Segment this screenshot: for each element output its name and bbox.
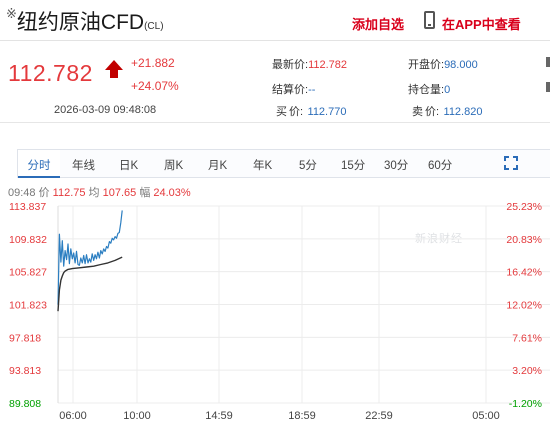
settle-price-value: -- [308,84,316,96]
y-tick-label-left: 109.832 [9,234,47,246]
chart-period-tabs: 分时 年线 日K 周K 月K 年K 5分 15分 30分 60分 [17,149,550,178]
latest-price-label: 最新价: [272,59,309,71]
x-tick-label: 10:00 [123,410,151,422]
fullscreen-icon[interactable] [504,156,518,170]
open-interest-field: 持仓量:0 [408,80,450,98]
bid-price-value: 112.770 [307,106,347,118]
y-tick-label-right: 16.42% [506,267,542,279]
tab-monthly-k[interactable]: 月K [208,160,228,172]
y-tick-label-right: 20.83% [506,234,542,246]
quote-timestamp: 2026-03-09 09:48:08 [54,104,157,116]
x-tick-label: 14:59 [205,410,233,422]
x-tick-label: 06:00 [59,410,87,422]
open-interest-label: 持仓量: [408,84,445,96]
tab-intraday[interactable]: 分时 [18,150,60,178]
latest-price-field: 最新价:112.782 [272,55,347,73]
y-tick-label-left: 93.813 [9,365,41,377]
instrument-title: ※纽约原油CFD(CL) [6,6,164,36]
crosshair-info-bar: 09:48 价 112.75 均 107.65 幅 24.03% [8,184,191,200]
tab-15min[interactable]: 15分 [341,160,366,172]
y-tick-label-left: 105.827 [9,267,47,279]
info-price-label: 价 [38,187,50,199]
average-price-line [57,256,123,312]
price-change-percent: +24.07% [131,79,179,93]
bid-price-field: 买价: 112.770 [276,102,346,120]
instrument-name: 纽约原油CFD [16,11,145,34]
tab-yearly-k[interactable]: 年K [253,160,273,172]
tab-5min[interactable]: 5分 [299,160,317,172]
tab-daily-k[interactable]: 日K [119,160,139,172]
settle-price-field: 结算价:-- [272,80,315,98]
tab-60min[interactable]: 60分 [428,160,453,172]
y-tick-label-right: 7.61% [512,332,542,344]
tab-weekly-k[interactable]: 周K [164,160,184,172]
open-in-app-button[interactable]: 在APP中查看 [442,17,521,32]
info-avg-label: 均 [88,187,100,199]
phone-icon [424,11,435,29]
x-tick-label: 05:00 [472,410,500,422]
x-tick-label: 18:59 [288,410,316,422]
price-line [57,210,123,305]
clipped-field-marker [546,82,550,92]
latest-price-value: 112.782 [308,59,348,71]
tab-30min[interactable]: 30分 [384,160,409,172]
y-tick-label-left: 113.837 [9,201,46,213]
settle-price-label: 结算价: [272,84,309,96]
add-watchlist-button[interactable]: 添加自选 [352,17,405,32]
info-avg-value: 107.65 [102,187,137,199]
ask-price-value: 112.820 [443,106,483,118]
ask-label: 卖 [412,106,425,118]
y-tick-label-left: 89.808 [9,398,41,410]
info-time: 09:48 [8,187,36,199]
y-tick-label-right: 25.23% [506,201,542,213]
open-price-value: 98.000 [444,59,478,71]
price-change: +21.882 [131,56,175,70]
ask-price-field: 卖价: 112.820 [412,102,482,120]
bid-label-suffix: 价: [289,106,304,118]
up-arrow-icon [105,60,123,70]
y-tick-label-left: 97.818 [9,332,41,344]
up-arrow-stem [110,69,118,78]
info-amp-label: 幅 [139,187,151,199]
bid-label: 买 [276,106,289,118]
open-price-field: 开盘价:98.000 [408,55,478,73]
title-prefix: ※ [6,6,17,21]
ask-label-suffix: 价: [425,106,440,118]
section-divider [0,122,550,123]
info-amp-value: 24.03% [153,187,191,199]
y-tick-label-right: 12.02% [506,300,542,312]
header-divider [0,40,550,41]
last-price: 112.782 [8,60,93,86]
instrument-code: (CL) [144,21,164,32]
open-interest-value: 0 [444,84,451,96]
clipped-field-marker [546,57,550,67]
x-tick-label: 22:59 [365,410,393,422]
y-tick-label-right: -1.20% [509,398,542,410]
info-price-value: 112.75 [52,187,86,199]
y-tick-label-left: 101.823 [9,300,47,312]
open-price-label: 开盘价: [408,59,445,71]
y-tick-label-right: 3.20% [512,365,542,377]
tab-year-line[interactable]: 年线 [72,160,95,172]
